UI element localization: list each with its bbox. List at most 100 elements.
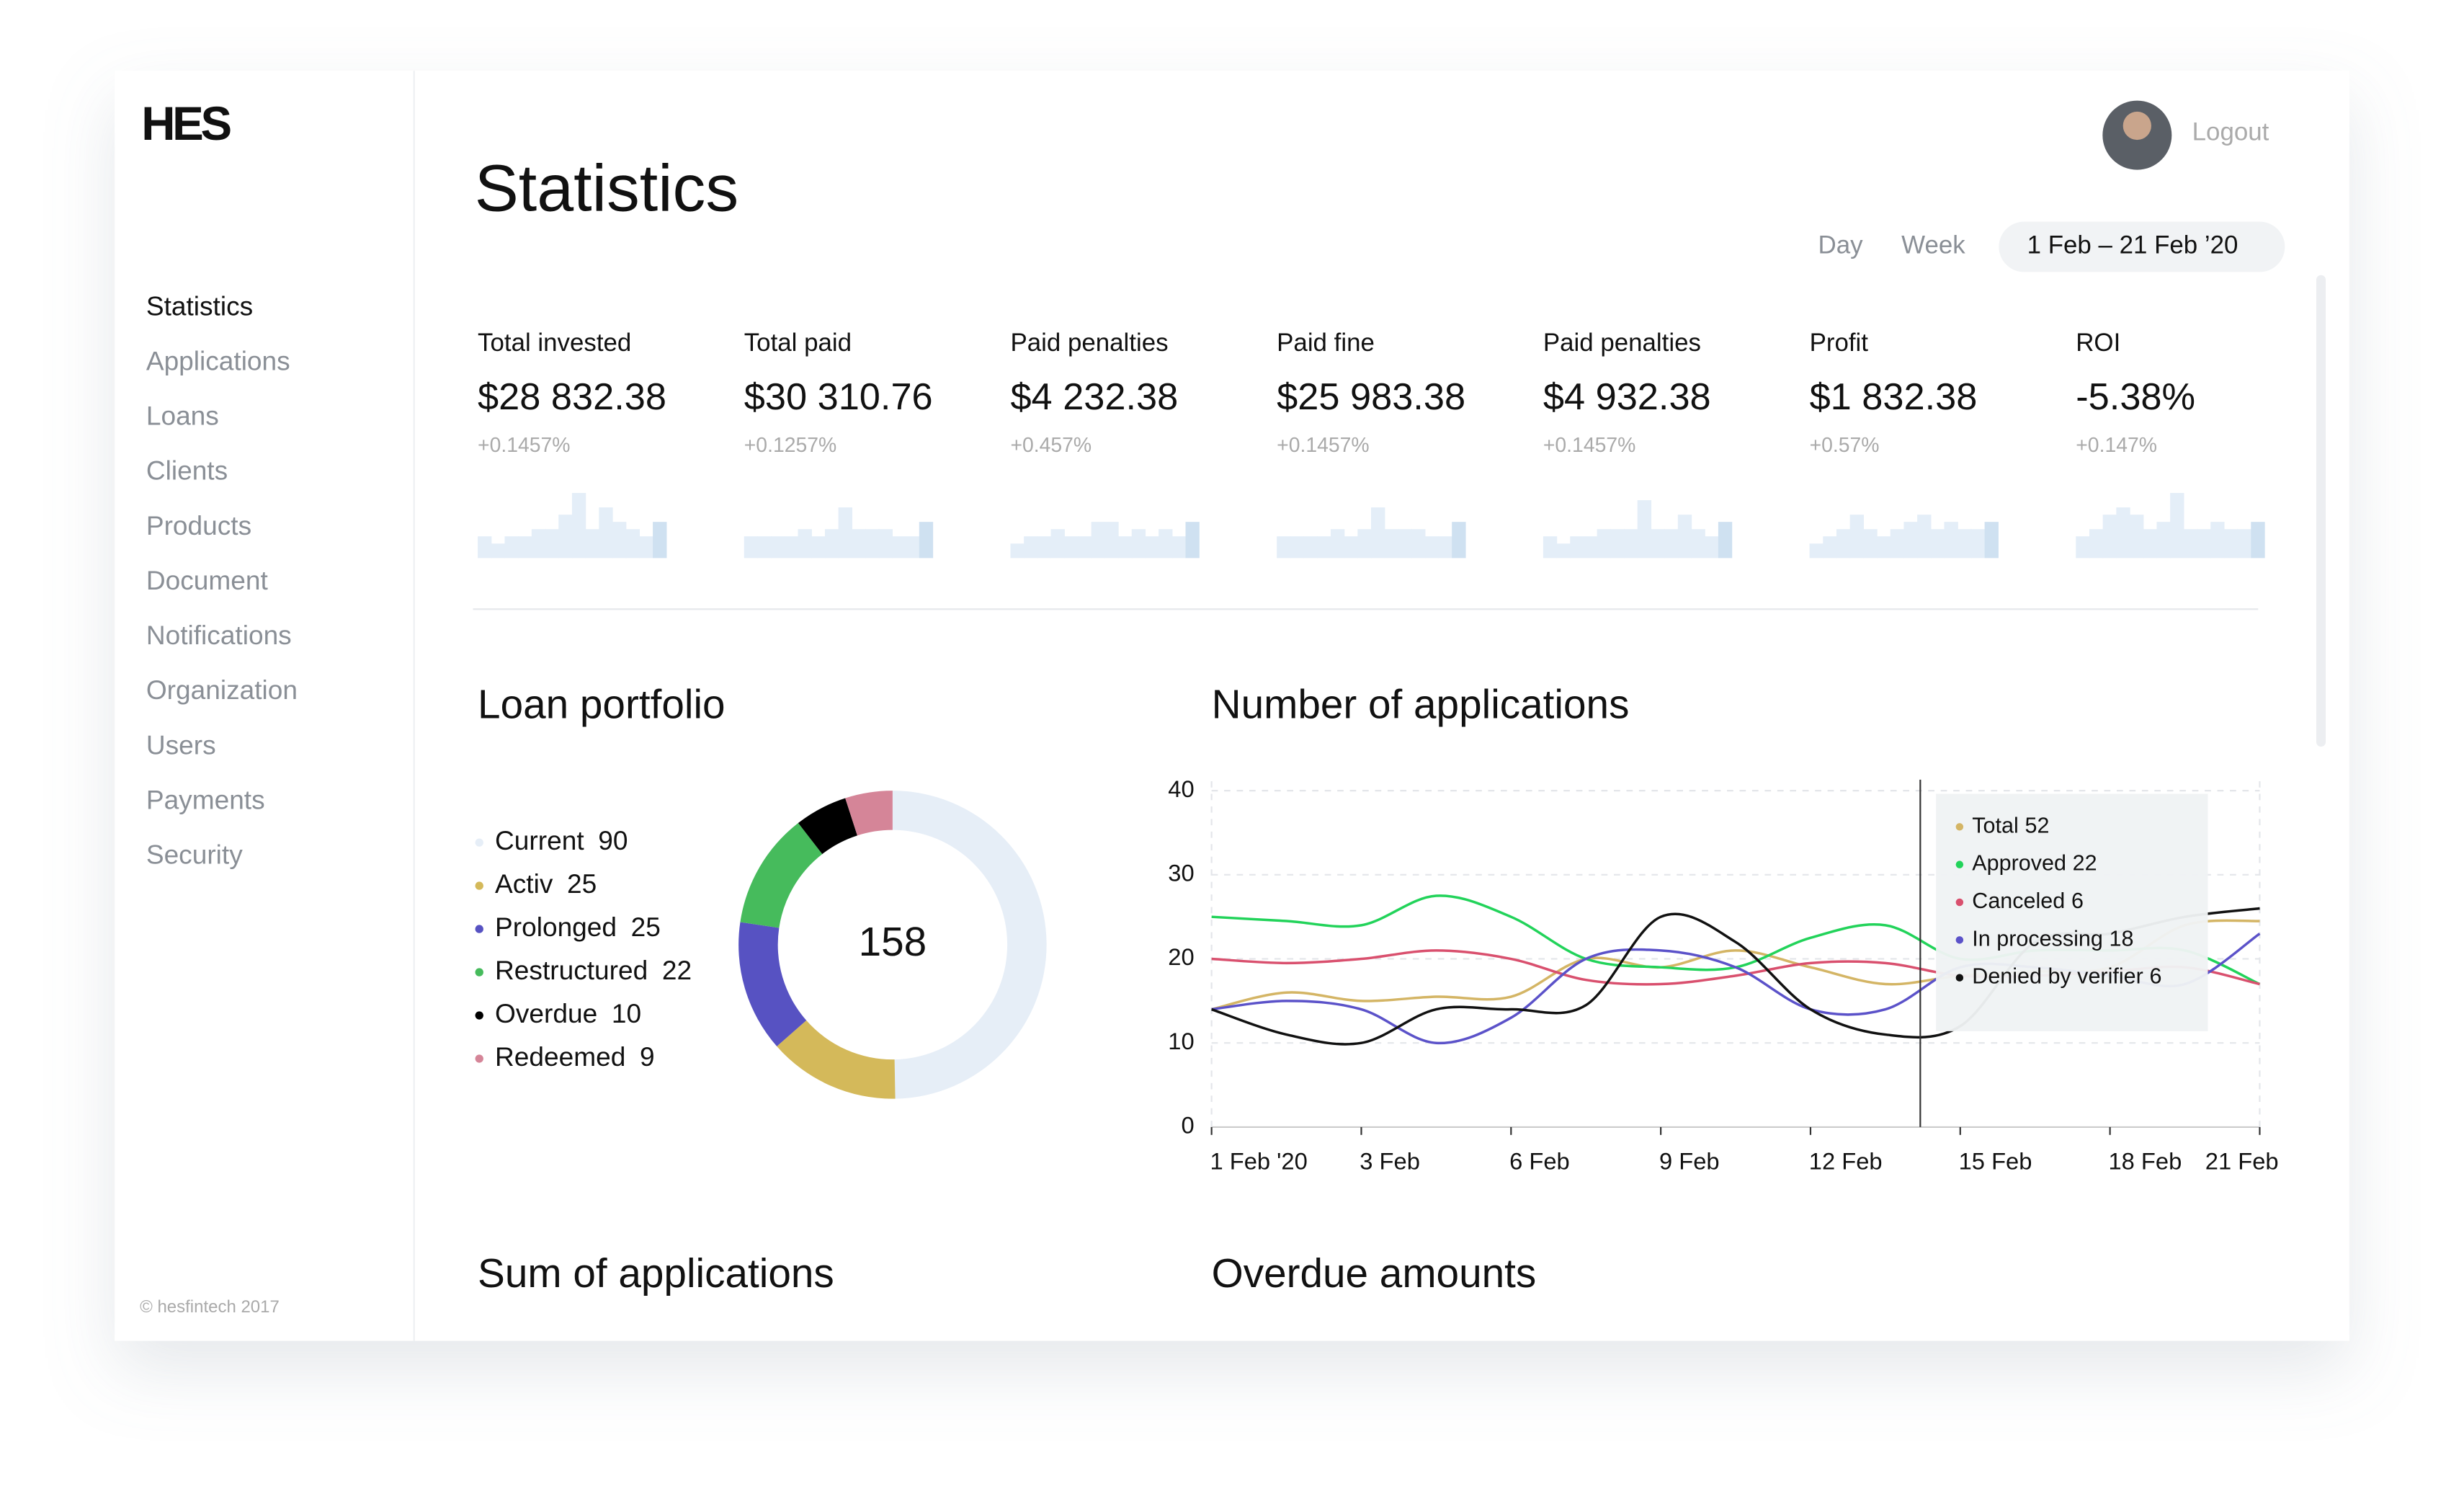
sparkline-bar xyxy=(1452,522,1466,559)
x-tick-label: 1 Feb '20 xyxy=(1210,1148,1307,1175)
legend-name: Restructured xyxy=(495,955,648,985)
legend-value: 9 xyxy=(640,1041,655,1072)
nav-item[interactable]: Products xyxy=(146,510,251,541)
logout[interactable]: Logout xyxy=(2192,118,2269,146)
sparkline-bar xyxy=(491,543,506,559)
avatar-face xyxy=(2122,111,2151,141)
tooltip-value: 18 xyxy=(2110,926,2134,951)
sparkline-bar xyxy=(1277,536,1291,559)
sparkline-bar xyxy=(1664,529,1679,559)
legend-entry: Overdue 10 xyxy=(495,998,641,1028)
legend-entry: Redeemed 9 xyxy=(495,1041,655,1072)
sparkline-bar xyxy=(757,536,772,559)
sparkline-bar xyxy=(2143,529,2158,559)
x-tick-label: 12 Feb xyxy=(1809,1148,1883,1175)
sparkline-bar xyxy=(906,536,920,559)
legend-dot xyxy=(475,968,483,977)
date-range-text[interactable]: 1 Feb – 21 Feb ’20 xyxy=(2027,231,2238,259)
legend-dot xyxy=(475,1011,483,1020)
kpi-change: +0.147% xyxy=(2076,434,2157,457)
sparkline-bar xyxy=(1411,529,1426,559)
sparkline-bar xyxy=(1357,529,1372,559)
legend-name: Overdue xyxy=(495,998,597,1028)
sparkline-bar xyxy=(1570,536,1584,559)
y-tick-label: 20 xyxy=(1168,943,1194,970)
sparkline-bar xyxy=(2156,522,2171,559)
tooltip-entry: Canceled 6 xyxy=(1972,889,2084,913)
kpi-value: $28 832.38 xyxy=(478,376,666,418)
sparkline-bar xyxy=(518,536,532,559)
sparkline-bar xyxy=(2251,522,2265,559)
sparkline-bar xyxy=(1823,536,1837,559)
sparkline-bar xyxy=(1037,536,1052,559)
sparkline-bar xyxy=(1159,529,1173,559)
kpi-value: $30 310.76 xyxy=(744,376,933,418)
tooltip xyxy=(1936,793,2208,1031)
kpi-value: $1 832.38 xyxy=(1810,376,1978,418)
sparkline-bar xyxy=(1543,536,1558,559)
nav-item[interactable]: Security xyxy=(146,840,243,870)
sparkline-bar xyxy=(2183,529,2198,559)
sparkline-bar xyxy=(1718,522,1733,559)
sparkline-bar xyxy=(1890,529,1905,559)
period-option[interactable]: Day xyxy=(1818,231,1864,259)
kpi-value: $4 932.38 xyxy=(1543,376,1711,418)
sparkline-bar xyxy=(2089,529,2104,559)
nav-item[interactable]: Notifications xyxy=(146,620,292,650)
nav-item[interactable]: Payments xyxy=(146,784,265,814)
period-option[interactable]: Week xyxy=(1901,231,1965,259)
date-range[interactable] xyxy=(1999,221,2285,272)
sparkline-bar xyxy=(571,493,586,559)
sparkline-bar xyxy=(1836,529,1851,559)
tooltip-name: In processing xyxy=(1972,926,2103,951)
sparkline-bar xyxy=(811,536,826,559)
x-tick-label: 18 Feb xyxy=(2108,1148,2182,1175)
kpi-value: $25 983.38 xyxy=(1277,376,1465,418)
legend-value: 10 xyxy=(612,998,641,1028)
chart-title: Loan portfolio xyxy=(478,682,726,728)
sparkline-bar xyxy=(1637,500,1652,559)
sparkline-bar xyxy=(1064,536,1079,559)
brand[interactable]: HES xyxy=(141,97,234,150)
sparkline-bar xyxy=(1091,522,1105,559)
tooltip-entry: Approved 22 xyxy=(1972,851,2097,876)
nav-item[interactable]: Document xyxy=(146,565,269,595)
donut-segment xyxy=(738,922,807,1046)
nav-item[interactable]: Organization xyxy=(146,675,298,705)
donut-segment xyxy=(845,791,893,836)
tooltip-dot xyxy=(1955,823,1964,831)
kpi-change: +0.1457% xyxy=(1543,434,1635,457)
sparkline-bar xyxy=(784,536,799,559)
legend-name: Current xyxy=(495,825,584,855)
nav-item[interactable]: Clients xyxy=(146,455,228,486)
sparkline-bar xyxy=(744,536,759,559)
sparkline-bar xyxy=(878,529,893,559)
sparkline-bar xyxy=(2237,529,2251,559)
sparkline-bar xyxy=(1610,529,1625,559)
sparkline-bar xyxy=(1384,529,1399,559)
kpi-change: +0.57% xyxy=(1810,434,1880,457)
sparkline-bar xyxy=(1024,536,1038,559)
nav-item[interactable]: Loans xyxy=(146,401,219,431)
sparkline-bar xyxy=(2116,507,2130,559)
sparkline-bar xyxy=(1371,507,1385,559)
scrollbar[interactable] xyxy=(2316,275,2326,747)
tooltip-value: 6 xyxy=(2071,889,2084,913)
sparkline-bar xyxy=(1677,515,1692,559)
kpi-change: +0.1457% xyxy=(1277,434,1369,457)
sparkline-bar xyxy=(1424,536,1439,559)
sparkline-bar xyxy=(2102,515,2117,559)
sparkline-bar xyxy=(1917,515,1932,559)
sparkline-bar xyxy=(1849,515,1864,559)
sparkline-bar xyxy=(919,522,934,559)
kpi-label: ROI xyxy=(2076,329,2120,357)
nav-item[interactable]: Statistics xyxy=(146,290,253,321)
nav-item[interactable]: Users xyxy=(146,729,216,760)
sparkline-bar xyxy=(852,529,866,559)
legend-value: 25 xyxy=(631,912,661,942)
sparkline-bar xyxy=(1145,536,1159,559)
nav-item[interactable]: Applications xyxy=(146,345,290,375)
kpi-change: +0.1257% xyxy=(744,434,836,457)
sparkline-bar xyxy=(1930,529,1945,559)
